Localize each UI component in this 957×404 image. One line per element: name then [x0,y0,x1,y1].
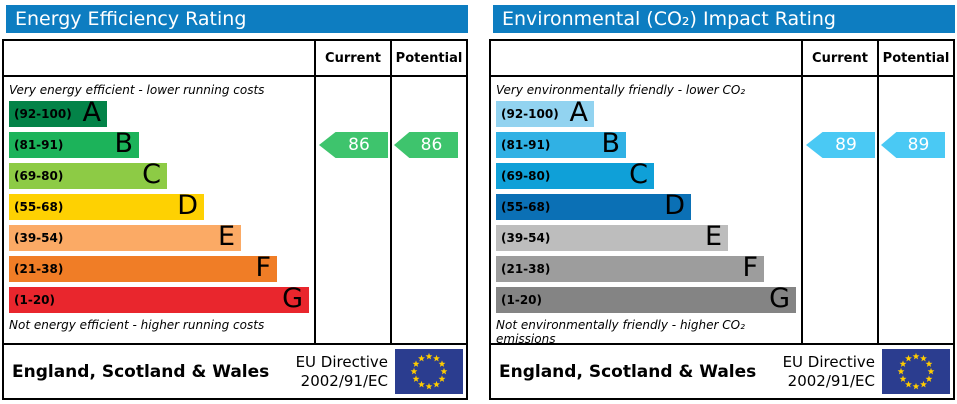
band-range-label: (1-20) [14,293,55,307]
rating-band-f: (21-38) F [9,251,277,283]
band-letter: A [82,96,101,128]
band-range-label: (81-91) [501,138,551,152]
rating-table: Current Potential Very environmentally f… [489,39,955,345]
band-range-label: (39-54) [14,231,64,245]
band-letter: F [255,251,271,283]
current-rating-arrow: 89 [806,132,875,158]
column-header-potential: Potential [390,41,466,75]
bottom-note: Not energy efficient - higher running co… [9,318,265,332]
band-letter: D [177,189,198,221]
band-range-label: (92-100) [14,107,72,121]
current-rating-cell: 89 [801,77,877,343]
potential-rating-arrow: 86 [394,132,458,158]
energy-efficiency-panel: Energy Efficiency Rating Current Potenti… [2,2,468,400]
band-range-label: (92-100) [501,107,559,121]
band-letter: G [769,282,790,314]
header-spacer [491,41,801,75]
potential-rating-arrow: 89 [881,132,945,158]
potential-rating-cell: 89 [877,77,953,343]
region-label: England, Scotland & Wales [12,361,270,382]
rating-band-d: (55-68) D [9,189,204,221]
rating-bands: (92-100) A (81-91) B (69-80) C (55-68) D (39-54)… [9,96,314,314]
rating-band-c: (69-80) C [9,158,167,190]
rating-band-b: (81-91) B [496,127,626,159]
rating-table-header: Current Potential [4,41,466,77]
rating-band-f: (21-38) F [496,251,764,283]
band-letter: B [114,127,133,159]
region-label: England, Scotland & Wales [499,361,757,382]
panel-footer: England, Scotland & Wales EU Directive 2… [489,343,955,400]
band-range-label: (69-80) [501,169,551,183]
band-range-label: (1-20) [501,293,542,307]
eu-directive-label: EU Directive 2002/91/EC [296,353,388,391]
rating-band-b: (81-91) B [9,127,139,159]
eu-flag-icon [882,349,950,394]
band-range-label: (39-54) [501,231,551,245]
band-letter: G [282,282,303,314]
panel-title: Environmental (CO₂) Impact Rating [493,5,955,33]
environmental-impact-panel: Environmental (CO₂) Impact Rating Curren… [489,2,955,400]
current-rating-arrow: 86 [319,132,388,158]
rating-band-g: (1-20) G [9,282,309,314]
top-note: Very energy efficient - lower running co… [9,83,265,97]
column-header-potential: Potential [877,41,953,75]
rating-scale: Very environmentally friendly - lower CO… [491,77,801,343]
band-letter: C [629,158,648,190]
eu-directive-line1: EU Directive [295,352,388,371]
potential-rating-cell: 86 [390,77,466,343]
eu-directive-line2: 2002/91/EC [300,371,388,390]
band-letter: E [704,220,722,252]
rating-band-e: (39-54) E [496,220,728,252]
band-range-label: (21-38) [501,262,551,276]
header-spacer [4,41,314,75]
band-letter: A [569,96,588,128]
band-letter: B [601,127,620,159]
band-letter: E [217,220,235,252]
rating-scale: Very energy efficient - lower running co… [4,77,314,343]
panel-title: Energy Efficiency Rating [6,5,468,33]
band-range-label: (69-80) [14,169,64,183]
rating-band-a: (92-100) A [9,96,107,128]
band-range-label: (81-91) [14,138,64,152]
band-letter: D [664,189,685,221]
panel-footer: England, Scotland & Wales EU Directive 2… [2,343,468,400]
bottom-note: Not environmentally friendly - higher CO… [496,318,745,343]
rating-band-d: (55-68) D [496,189,691,221]
rating-table-header: Current Potential [491,41,953,77]
rating-table-body: Very energy efficient - lower running co… [4,77,466,343]
band-range-label: (55-68) [501,200,551,214]
rating-table: Current Potential Very energy efficient … [2,39,468,345]
eu-flag-icon [395,349,463,394]
eu-directive-label: EU Directive 2002/91/EC [783,353,875,391]
eu-directive-line2: 2002/91/EC [787,371,875,390]
band-range-label: (21-38) [14,262,64,276]
rating-table-body: Very environmentally friendly - lower CO… [491,77,953,343]
eu-directive-line1: EU Directive [782,352,875,371]
rating-bands: (92-100) A (81-91) B (69-80) C (55-68) D (39-54)… [496,96,801,314]
band-range-label: (55-68) [14,200,64,214]
rating-band-g: (1-20) G [496,282,796,314]
rating-band-c: (69-80) C [496,158,654,190]
column-header-current: Current [314,41,390,75]
current-rating-cell: 86 [314,77,390,343]
top-note: Very environmentally friendly - lower CO… [496,83,746,115]
rating-band-e: (39-54) E [9,220,241,252]
band-letter: F [742,251,758,283]
rating-band-a: (92-100) A [496,96,594,128]
band-letter: C [142,158,161,190]
column-header-current: Current [801,41,877,75]
